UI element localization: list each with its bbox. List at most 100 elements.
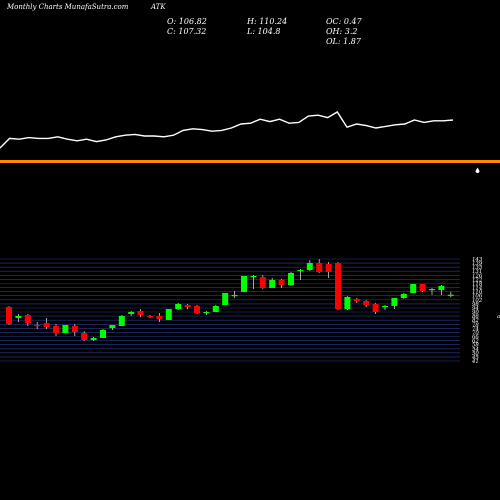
candle bbox=[165, 309, 172, 320]
y-axis-labels: 1431391351311261221181141101061029894908… bbox=[471, 257, 483, 365]
y-tick-label: 82 bbox=[472, 318, 479, 324]
candle-body-down bbox=[156, 316, 163, 319]
candle bbox=[15, 314, 22, 322]
candle-body-up bbox=[269, 280, 276, 288]
candle-body-up bbox=[250, 276, 257, 278]
candle-body-down bbox=[6, 307, 12, 324]
candle bbox=[316, 259, 323, 273]
y-tick-label: 78 bbox=[472, 322, 479, 328]
oc-value: OC: 0.47 bbox=[326, 17, 362, 26]
candle-body-down bbox=[71, 326, 78, 332]
y-tick-label: 135 bbox=[472, 265, 483, 271]
candle bbox=[203, 311, 210, 315]
candle-body-down bbox=[147, 316, 153, 318]
candle-body-up bbox=[297, 270, 304, 272]
candle-body-up bbox=[382, 306, 388, 308]
y-tick-label: 143 bbox=[472, 257, 483, 263]
y-tick-label: 66 bbox=[472, 335, 479, 341]
close-price-line bbox=[0, 111, 454, 149]
candle-body-down bbox=[137, 311, 144, 315]
candle bbox=[288, 272, 294, 286]
candle-body-down bbox=[316, 263, 323, 272]
candle bbox=[147, 315, 153, 318]
candle-body-down bbox=[335, 263, 341, 309]
candle bbox=[391, 298, 398, 309]
candle-body-down bbox=[53, 326, 59, 333]
candle bbox=[90, 337, 97, 341]
candle-body-down bbox=[184, 305, 191, 307]
y-tick-label: 45 bbox=[471, 355, 479, 361]
candle bbox=[109, 325, 116, 330]
candle bbox=[250, 275, 257, 289]
candle-body-up bbox=[100, 330, 106, 338]
candle-body-up bbox=[203, 312, 210, 314]
high-value: H: 110.24 bbox=[247, 17, 288, 26]
candle bbox=[222, 293, 229, 305]
y-tick-label: 50 bbox=[472, 351, 479, 357]
candle bbox=[184, 304, 191, 309]
candle-body-up bbox=[438, 286, 445, 290]
candle bbox=[410, 284, 417, 293]
candle bbox=[269, 278, 276, 288]
y-tick-label: 58 bbox=[472, 343, 479, 349]
candle-body-down bbox=[419, 284, 426, 291]
candle bbox=[335, 262, 341, 310]
candle-body-down bbox=[194, 306, 200, 313]
candle-body-up bbox=[90, 338, 97, 340]
candle-body-down bbox=[34, 325, 41, 327]
ol-value: OL: 1.87 bbox=[326, 37, 361, 46]
candle bbox=[24, 314, 31, 326]
candlestick-panel bbox=[6, 259, 454, 341]
candle-body-down bbox=[372, 304, 379, 312]
candle bbox=[344, 296, 351, 310]
y-tick-label: 90 bbox=[472, 310, 479, 316]
candle-body-up bbox=[175, 304, 182, 309]
candle-body-up bbox=[128, 312, 135, 314]
candle bbox=[419, 284, 426, 292]
candle-body-up bbox=[212, 306, 219, 312]
candle-body-up bbox=[231, 295, 238, 297]
y-tick-label: 94 bbox=[472, 306, 479, 312]
candle bbox=[447, 291, 454, 298]
candle-body-down bbox=[43, 323, 50, 327]
candle bbox=[34, 322, 41, 329]
candle bbox=[81, 331, 88, 341]
candle bbox=[363, 300, 370, 307]
candle bbox=[278, 279, 285, 288]
axis-stray-mark: a bbox=[497, 314, 500, 320]
candle-body-up bbox=[344, 297, 351, 309]
low-value: L: 104.8 bbox=[247, 27, 281, 36]
candle bbox=[100, 329, 106, 338]
close-line-panel bbox=[0, 111, 454, 149]
candle bbox=[118, 315, 125, 326]
price-gridlines bbox=[0, 258, 460, 362]
close-value: C: 107.32 bbox=[167, 27, 207, 36]
candle bbox=[231, 291, 238, 298]
source-label: Monthly Charts MunafaSutra.com bbox=[7, 3, 129, 11]
y-tick-label: 86 bbox=[472, 314, 479, 320]
candle-body-down bbox=[278, 280, 285, 285]
open-value: O: 106.82 bbox=[167, 17, 207, 26]
candle-body-down bbox=[353, 299, 360, 301]
candle bbox=[137, 309, 144, 317]
candle bbox=[382, 305, 388, 310]
candle bbox=[429, 288, 435, 295]
candle bbox=[43, 318, 50, 329]
y-tick-label: 110 bbox=[472, 290, 483, 296]
candle bbox=[297, 269, 304, 280]
candle bbox=[241, 276, 247, 292]
symbol-label: ATK bbox=[151, 3, 166, 11]
candle bbox=[353, 298, 360, 303]
y-tick-label: 74 bbox=[472, 326, 479, 332]
candle bbox=[156, 313, 163, 322]
y-tick-label: 70 bbox=[472, 330, 479, 336]
candle-body-up bbox=[400, 294, 407, 298]
candle-body-up bbox=[118, 316, 125, 326]
candle-body-down bbox=[259, 277, 266, 288]
candle bbox=[259, 275, 266, 289]
candle-body-down bbox=[24, 315, 31, 323]
candle bbox=[128, 311, 135, 316]
y-tick-label: 98 bbox=[472, 302, 479, 308]
candle-body-down bbox=[81, 333, 88, 340]
candle-body-up bbox=[447, 294, 454, 296]
